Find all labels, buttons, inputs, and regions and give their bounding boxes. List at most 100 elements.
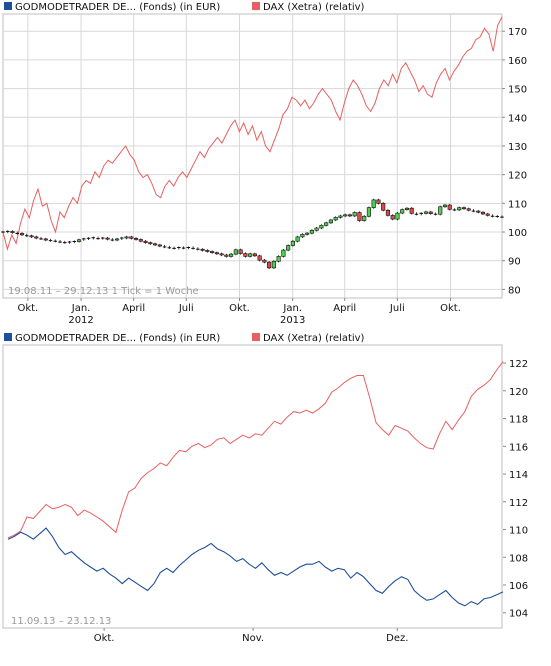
date-range-label: 19.08.11 – 29.12.13 1 Tick = 1 Woche [8, 286, 199, 297]
candle-body [257, 255, 262, 261]
candle-body [395, 212, 400, 220]
y-tick-label: 112 [509, 498, 528, 509]
candle-body [476, 210, 481, 213]
y-tick-label: 80 [508, 285, 521, 296]
candle-body [366, 207, 371, 217]
x-tick-label: April [122, 303, 145, 314]
candle-body [309, 229, 314, 234]
candle-body [324, 222, 329, 226]
candle-body [300, 234, 305, 238]
candle-body [376, 199, 381, 204]
y-tick-label: 108 [509, 553, 528, 564]
candle-body [124, 236, 129, 239]
candle-body [224, 254, 229, 257]
x-tick-label: Nov. [242, 633, 264, 644]
y-tick-label: 170 [508, 27, 527, 38]
y-axis-2: 104 106 108 110 112 114 116 118 120 122 [503, 359, 528, 620]
y-tick-label: 118 [509, 415, 528, 426]
y-axis: 80 90 100 110 120 130 140 150 160 170 [502, 27, 527, 296]
x-tick-label: April [333, 303, 356, 314]
candle-body [281, 249, 286, 257]
legend-swatch-dax-2 [252, 333, 260, 341]
candle-body [34, 236, 39, 239]
candle-body [319, 225, 324, 229]
y-tick-label: 90 [508, 257, 521, 268]
x-tick-label: Juli [389, 303, 405, 314]
legend-label-fund: GODMODETRADER DE... (Fonds) (in EUR) [15, 2, 220, 13]
legend-label-dax-2: DAX (Xetra) (relativ) [263, 333, 365, 344]
fund-candles [1, 198, 504, 270]
candle-body [129, 236, 134, 239]
candle-body [347, 214, 352, 217]
y-tick-label: 140 [508, 113, 527, 124]
candle-body [262, 259, 267, 263]
candle-body [404, 207, 410, 210]
dax-line [7, 361, 504, 539]
x-axis-2: Okt. Nov. Dez. [94, 628, 408, 644]
candle-body [138, 239, 143, 242]
x-tick-label: Okt. [94, 633, 115, 644]
legend-label-fund-2: GODMODETRADER DE... (Fonds) (in EUR) [15, 333, 220, 344]
candle-body [252, 253, 257, 257]
date-range-label-2: 11.09.13 – 23.12.13 [11, 616, 111, 627]
candle-body [447, 204, 452, 210]
candle-body [219, 253, 224, 256]
x-tick-label: Dez. [386, 633, 408, 644]
dax-line [2, 16, 503, 252]
y-tick-label: 110 [508, 199, 527, 210]
candle-body [442, 204, 448, 208]
candle-body [290, 240, 295, 246]
fund-series-2 [7, 527, 504, 607]
candle-body [238, 249, 243, 254]
candle-body [385, 209, 391, 216]
y-tick-label: 120 [508, 171, 527, 182]
x-tick-label: Jan. [282, 303, 302, 314]
candle-body [305, 232, 310, 235]
candle-body [205, 250, 210, 252]
legend-swatch-dax [252, 2, 260, 10]
candle-body [29, 235, 34, 238]
candle-body [409, 207, 414, 214]
candle-body [338, 215, 343, 218]
candle-body [423, 211, 429, 214]
candle-body [485, 213, 490, 216]
candle-body [148, 242, 153, 245]
y-tick-label: 104 [509, 609, 528, 620]
candle-body [114, 238, 120, 241]
y-tick-label: 110 [509, 526, 528, 537]
plot-area-frame [2, 13, 503, 299]
dax-series [2, 16, 503, 252]
x-tick-label: Okt. [440, 303, 461, 314]
candle-body [362, 215, 367, 221]
weekly-chart: GODMODETRADER DE... (Fonds) (in EUR) DAX… [1, 2, 527, 326]
candle-body [457, 207, 462, 211]
dax-series-2 [7, 361, 504, 539]
candle-body [343, 214, 348, 217]
x-tick-label: Jan. [71, 303, 91, 314]
candle-body [267, 261, 272, 269]
y-tick-label: 120 [509, 387, 528, 398]
candle-body [333, 217, 338, 221]
candle-body [143, 240, 148, 243]
y-tick-label: 160 [508, 56, 527, 67]
candle-body [233, 249, 238, 255]
candle-body [157, 244, 162, 247]
legend-swatch-fund [4, 2, 12, 10]
candle-body [214, 252, 219, 255]
candle-body [438, 206, 443, 215]
x-tick-label: Okt. [229, 303, 250, 314]
candle-body [153, 243, 158, 246]
candle-body [76, 239, 82, 242]
candle-body [357, 212, 362, 221]
legend-label-dax: DAX (Xetra) (relativ) [263, 2, 365, 13]
candle-body [229, 253, 234, 257]
candle-body [314, 227, 319, 231]
candle-body [461, 207, 467, 210]
zoom-chart: GODMODETRADER DE... (Fonds) (in EUR) DAX… [2, 333, 528, 644]
candle-body [428, 211, 433, 214]
legend-swatch-fund-2 [4, 333, 12, 341]
y-tick-label: 122 [509, 359, 528, 370]
plot-grid [3, 14, 502, 298]
candle-body [248, 253, 253, 257]
candle-body [400, 209, 405, 214]
